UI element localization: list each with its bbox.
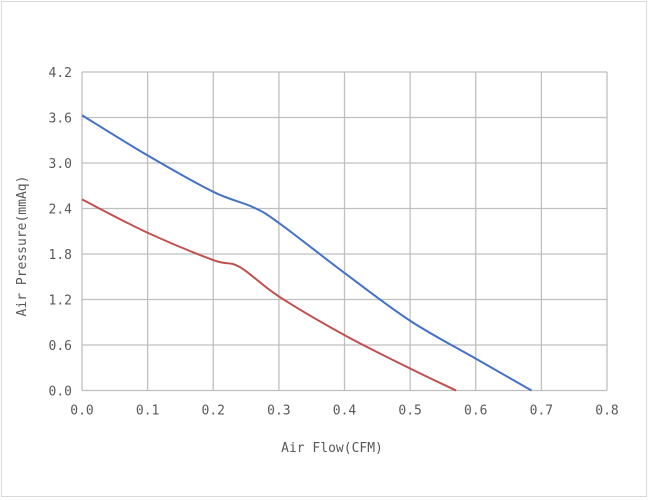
grid xyxy=(81,71,608,392)
x-tick-label: 0.6 xyxy=(464,404,487,419)
x-tick-label: 0.4 xyxy=(333,404,357,419)
x-axis-label: Air Flow(CFM) xyxy=(281,441,383,456)
series-line-0 xyxy=(81,114,533,392)
x-tick-label: 0.3 xyxy=(267,404,290,419)
x-tick-label: 0.5 xyxy=(398,404,421,419)
y-tick-label: 0.0 xyxy=(49,385,72,400)
x-tick-label: 0.2 xyxy=(202,404,225,419)
x-tick-label: 0.8 xyxy=(595,404,618,419)
series-line-1 xyxy=(81,198,457,392)
x-tick-label: 0.1 xyxy=(136,404,159,419)
series-lines xyxy=(81,114,533,392)
y-axis-label: Air Pressure(mmAq) xyxy=(15,176,30,317)
y-tick-label: 1.2 xyxy=(49,294,72,309)
x-tick-label: 0.7 xyxy=(530,404,553,419)
tick-labels: 0.0 0.1 0.2 0.3 0.4 0.5 0.6 0.7 0.8 0.0 0.6 1.2 1.8 2… xyxy=(49,66,619,419)
y-tick-label: 3.6 xyxy=(49,112,72,127)
y-tick-label: 4.2 xyxy=(49,66,72,81)
y-tick-label: 3.0 xyxy=(49,157,72,172)
y-tick-label: 0.6 xyxy=(49,339,72,354)
x-tick-label: 0.0 xyxy=(70,404,93,419)
y-tick-label: 2.4 xyxy=(49,203,73,218)
y-tick-label: 1.8 xyxy=(49,248,72,263)
